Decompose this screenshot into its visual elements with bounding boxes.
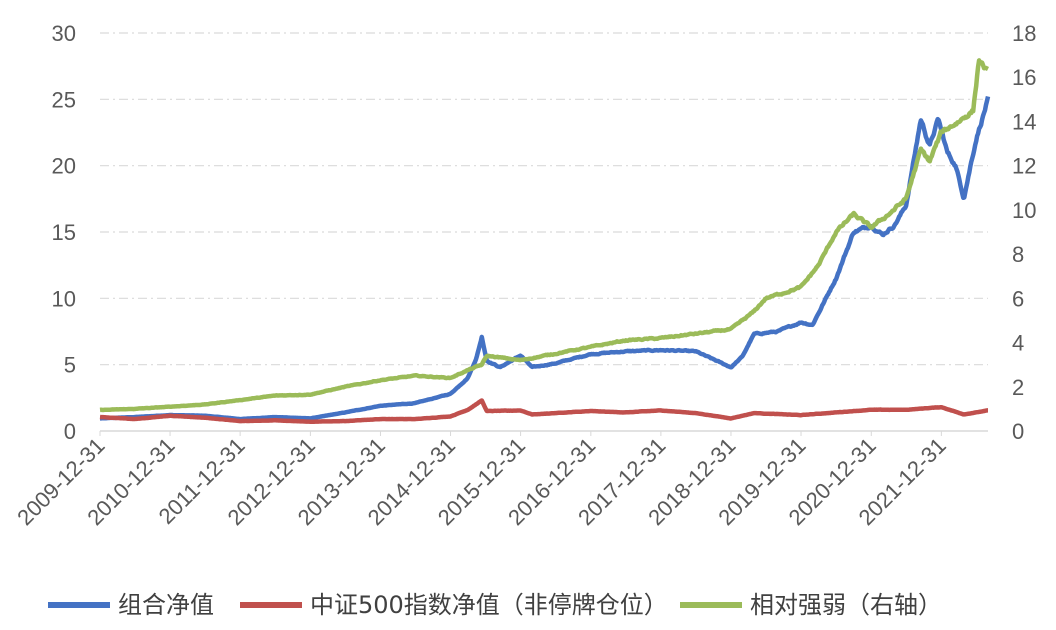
legend-label: 组合净值 [118, 591, 214, 619]
right-y-axis: 0 2 4 6 8 10 12 14 16 18 [1012, 21, 1036, 444]
right-tick-label: 18 [1012, 21, 1036, 46]
left-tick-label: 15 [52, 220, 76, 245]
gridlines [100, 32, 988, 432]
right-tick-label: 16 [1012, 65, 1036, 90]
right-tick-label: 8 [1012, 242, 1024, 267]
right-tick-label: 4 [1012, 331, 1024, 356]
right-tick-label: 14 [1012, 109, 1036, 134]
left-tick-label: 25 [52, 87, 76, 112]
left-tick-label: 0 [64, 419, 76, 444]
legend-item: 相对强弱（右轴） [680, 591, 942, 619]
series-line [98, 96, 991, 422]
legend-item: 中证500指数净值（非停牌仓位） [240, 591, 668, 619]
legend: 组合净值 中证500指数净值（非停牌仓位） 相对强弱（右轴） [48, 591, 942, 619]
right-tick-label: 10 [1012, 198, 1036, 223]
legend-label: 相对强弱（右轴） [750, 591, 942, 619]
right-tick-label: 2 [1012, 375, 1024, 400]
left-tick-label: 5 [64, 353, 76, 378]
x-axis: 2009-12-312010-12-312011-12-312012-12-31… [12, 431, 951, 530]
series-line [98, 398, 990, 424]
left-tick-label: 10 [52, 286, 76, 311]
right-tick-label: 6 [1012, 286, 1024, 311]
right-tick-label: 12 [1012, 154, 1036, 179]
left-tick-label: 20 [52, 154, 76, 179]
legend-item: 组合净值 [48, 591, 214, 619]
plot-area [98, 58, 991, 424]
series-line [98, 58, 990, 413]
left-tick-label: 30 [52, 21, 76, 46]
left-y-axis: 0 5 10 15 20 25 30 [52, 21, 76, 444]
right-tick-label: 0 [1012, 419, 1024, 444]
legend-label: 中证500指数净值（非停牌仓位） [310, 591, 668, 619]
